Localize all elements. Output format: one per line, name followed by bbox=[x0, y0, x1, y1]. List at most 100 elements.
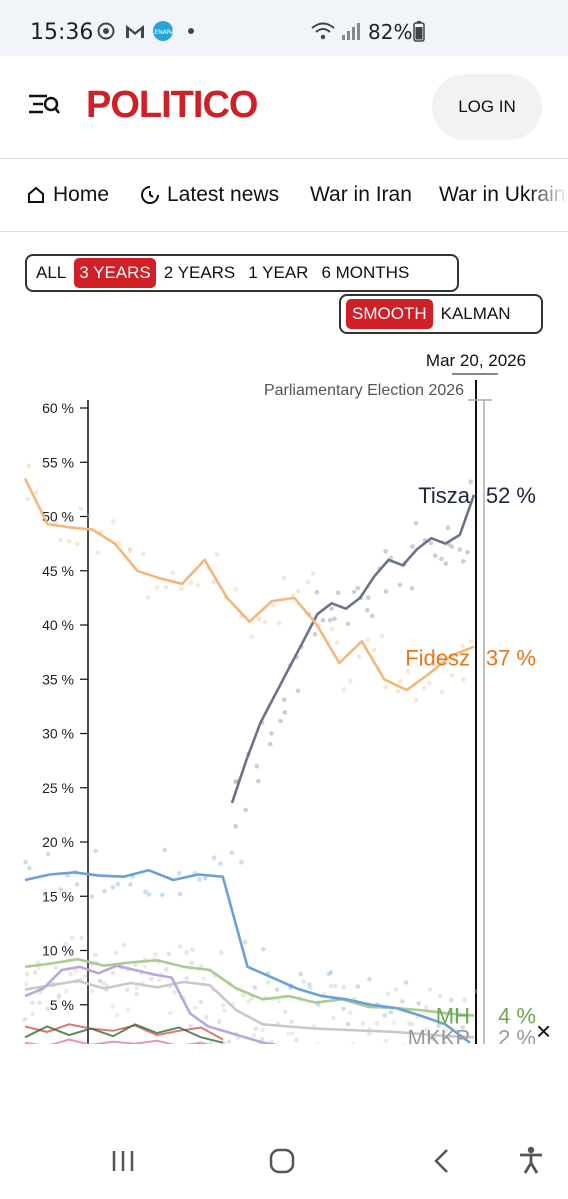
politico-logo[interactable]: POLITICO bbox=[86, 84, 258, 126]
nav-item-home[interactable]: Home bbox=[26, 183, 109, 207]
poll-dot bbox=[295, 688, 301, 694]
poll-dot bbox=[34, 490, 39, 495]
poll-dot bbox=[295, 588, 301, 594]
range-6-months[interactable]: 6 MONTHS bbox=[321, 263, 410, 282]
poll-dot bbox=[26, 463, 32, 469]
poll-dot bbox=[432, 553, 438, 558]
series-line-fidesz bbox=[23, 477, 475, 692]
poll-dot bbox=[184, 950, 189, 955]
range-3-years[interactable]: 3 YEARS bbox=[74, 258, 156, 288]
poll-dot bbox=[332, 616, 337, 622]
poll-dot bbox=[328, 983, 334, 989]
nav-label: Home bbox=[53, 183, 110, 206]
poll-dot bbox=[178, 944, 183, 949]
poll-dot bbox=[308, 985, 313, 991]
nav-item-latest-news[interactable]: Latest news bbox=[140, 183, 279, 207]
poll-dot bbox=[261, 947, 266, 952]
poll-dot bbox=[326, 971, 332, 977]
poll-dot bbox=[266, 980, 271, 985]
poll-dot bbox=[350, 1042, 356, 1044]
range-1-year[interactable]: 1 YEAR bbox=[248, 263, 309, 282]
series-line-dk bbox=[24, 868, 471, 1044]
poll-dot bbox=[310, 571, 316, 576]
poll-dot bbox=[95, 550, 100, 555]
poll-dot bbox=[269, 731, 274, 736]
poll-dot bbox=[177, 891, 183, 897]
y-tick-label: 25 % bbox=[42, 780, 74, 796]
battery-icon bbox=[413, 20, 425, 42]
poll-dot bbox=[355, 984, 361, 989]
poll-dot bbox=[460, 677, 466, 683]
mode-smooth[interactable]: SMOOTH bbox=[346, 299, 433, 329]
poll-dot bbox=[397, 582, 403, 588]
poll-dot bbox=[257, 616, 262, 622]
poll-dot bbox=[24, 982, 29, 987]
poll-dot bbox=[355, 586, 361, 591]
battery-level: 82% bbox=[368, 20, 413, 44]
poll-dot bbox=[197, 877, 202, 882]
poll-dot bbox=[115, 882, 121, 887]
poll-dot bbox=[281, 575, 287, 581]
recent-apps-icon[interactable] bbox=[110, 1149, 136, 1178]
poll-chart: Mar 20, 2026 Parliamentary Election 2026 6… bbox=[0, 340, 568, 1044]
poll-dot bbox=[42, 461, 47, 467]
mode-kalman[interactable]: KALMAN bbox=[440, 304, 511, 323]
login-button[interactable]: LOG IN bbox=[432, 74, 542, 140]
range-all[interactable]: ALL bbox=[36, 263, 67, 282]
series-value-tisza: 52 % bbox=[486, 483, 536, 508]
poll-dot bbox=[163, 585, 169, 590]
poll-dot bbox=[428, 540, 434, 546]
gmail-icon bbox=[124, 20, 146, 42]
poll-dot bbox=[146, 892, 152, 897]
poll-dot bbox=[45, 1006, 51, 1012]
poll-dot bbox=[166, 951, 172, 957]
poll-dot bbox=[468, 479, 474, 485]
date-label: Mar 20, 2026 bbox=[426, 351, 526, 370]
poll-dot bbox=[219, 950, 224, 955]
poll-dot bbox=[204, 1014, 209, 1020]
poll-dot bbox=[30, 1000, 35, 1005]
poll-dot bbox=[400, 999, 405, 1004]
poll-dot bbox=[365, 595, 371, 600]
poll-dot bbox=[388, 1009, 394, 1015]
menu-search-icon[interactable] bbox=[27, 92, 61, 125]
poll-dot bbox=[382, 1013, 388, 1018]
poll-dot bbox=[170, 570, 175, 576]
home-button-icon[interactable] bbox=[268, 1147, 296, 1180]
minor-party-line bbox=[24, 1023, 224, 1044]
poll-dot bbox=[253, 1026, 259, 1032]
poll-dot bbox=[465, 550, 470, 555]
poll-dot bbox=[298, 971, 304, 977]
clock-icon bbox=[141, 186, 159, 204]
range-2-years[interactable]: 2 YEARS bbox=[163, 263, 236, 282]
site-header: POLITICO LOG IN bbox=[0, 56, 568, 159]
poll-dot bbox=[409, 586, 415, 591]
close-icon[interactable]: × bbox=[536, 1016, 552, 1046]
poll-dot bbox=[24, 972, 30, 977]
poll-dot bbox=[270, 602, 276, 608]
y-tick-label: 5 % bbox=[50, 997, 74, 1013]
poll-dot bbox=[249, 634, 254, 640]
poll-dot bbox=[341, 687, 347, 692]
poll-dot bbox=[443, 561, 449, 566]
poll-dot bbox=[371, 647, 377, 653]
poll-dot bbox=[242, 939, 248, 945]
poll-dot bbox=[328, 970, 334, 975]
poll-dot bbox=[134, 991, 139, 997]
status-time: 15:36 bbox=[30, 20, 94, 45]
accessibility-icon[interactable] bbox=[516, 1145, 546, 1180]
nav-item-war-in-iran[interactable]: War in Iran bbox=[310, 183, 412, 207]
back-icon[interactable] bbox=[430, 1147, 454, 1180]
poll-dot bbox=[189, 960, 194, 966]
poll-dot bbox=[69, 951, 74, 957]
poll-dot bbox=[341, 1006, 346, 1012]
poll-dot bbox=[202, 876, 208, 881]
poll-dot bbox=[383, 589, 389, 594]
poll-dot bbox=[413, 521, 419, 526]
poll-dot bbox=[188, 580, 194, 586]
poll-dot bbox=[37, 1000, 42, 1006]
poll-dot bbox=[251, 1032, 257, 1038]
app-icon: LENARA bbox=[152, 20, 174, 42]
poll-dot bbox=[198, 999, 204, 1005]
series-line-tisza bbox=[230, 494, 476, 804]
